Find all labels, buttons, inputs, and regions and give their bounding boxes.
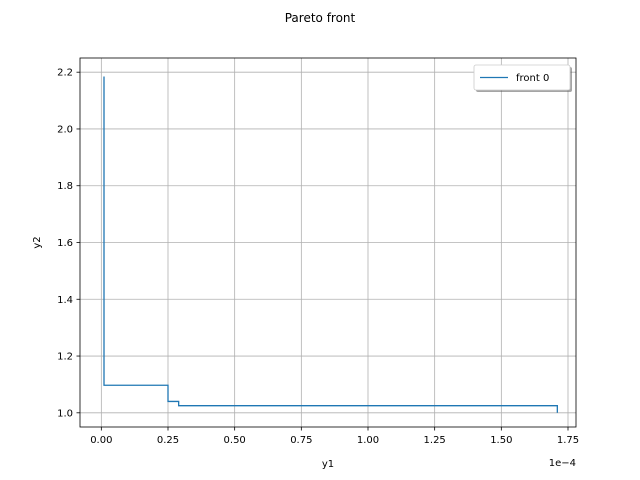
legend: front 0 (473, 64, 572, 92)
x-axis: 0.00 0.25 0.50 0.75 1.00 1.25 1.50 1.75 (90, 427, 579, 446)
y-axis-label: y2 (32, 236, 43, 248)
y-tick-label: 2.2 (57, 68, 73, 79)
x-tick-label: 0.75 (290, 435, 312, 446)
x-tick-label: 1.75 (557, 435, 579, 446)
y-tick-label: 1.6 (57, 238, 73, 249)
grid (80, 58, 576, 427)
series-line-front-0 (103, 76, 558, 413)
x-tick-label: 1.00 (357, 435, 379, 446)
y-tick-label: 1.0 (57, 408, 73, 419)
y-axis: 1.0 1.2 1.4 1.6 1.8 2.0 2.2 (57, 68, 80, 419)
x-axis-offset-label: 1e−4 (549, 458, 576, 469)
x-tick-label: 0.25 (157, 435, 179, 446)
y-tick-label: 1.2 (57, 352, 73, 363)
x-axis-label: y1 (322, 459, 334, 470)
x-tick-label: 1.25 (424, 435, 446, 446)
x-tick-label: 0.50 (224, 435, 246, 446)
series-layer (103, 76, 558, 413)
x-tick-label: 1.50 (490, 435, 512, 446)
legend-label: front 0 (516, 73, 549, 84)
chart-title: Pareto front (285, 11, 356, 25)
x-tick-label: 0.00 (90, 435, 112, 446)
legend-box (473, 64, 571, 91)
y-tick-label: 1.4 (57, 295, 73, 306)
y-tick-label: 2.0 (57, 124, 73, 135)
y-tick-label: 1.8 (57, 181, 73, 192)
